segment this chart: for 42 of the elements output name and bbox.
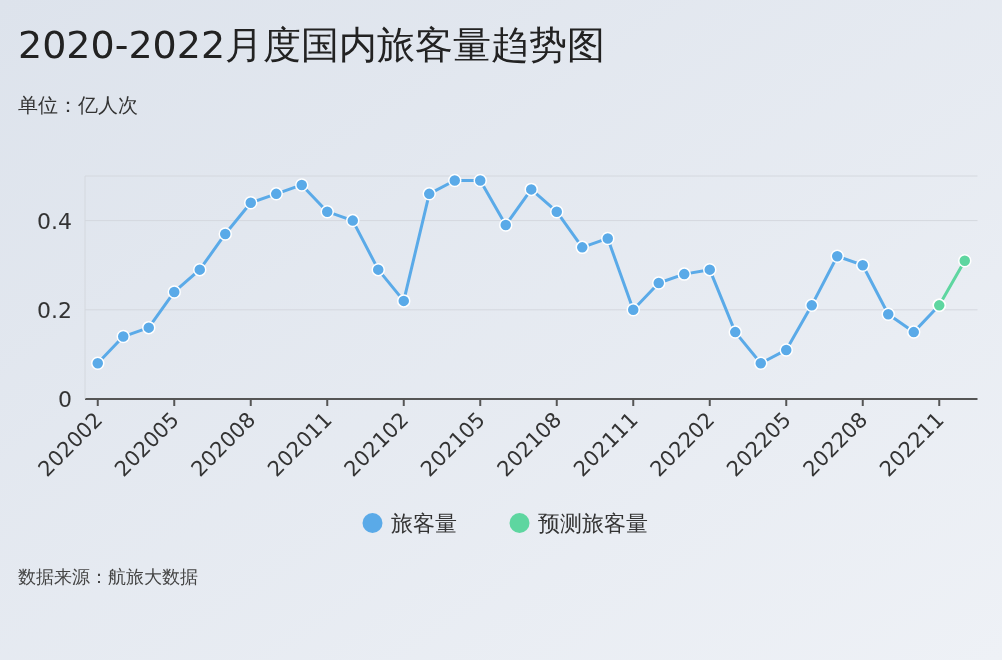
- point: [499, 218, 513, 232]
- point: [779, 343, 793, 357]
- point: [830, 249, 844, 264]
- point: [371, 262, 385, 277]
- point: [91, 356, 105, 371]
- point: [677, 267, 691, 281]
- point: [397, 294, 411, 308]
- source-note: 数据来源：航旅大数据: [18, 566, 198, 587]
- point: [524, 182, 538, 197]
- point: [422, 187, 436, 201]
- point: [142, 320, 156, 335]
- point: [575, 240, 589, 255]
- point: [473, 173, 487, 188]
- point: [320, 204, 334, 219]
- point: [193, 262, 207, 277]
- point: [856, 258, 870, 272]
- point: [754, 356, 768, 371]
- chart-title: 2020-2022月度国内旅客量趋势图: [18, 23, 606, 67]
- point: [907, 325, 921, 339]
- legend-label: 预测旅客量: [537, 511, 648, 536]
- point: [805, 298, 819, 313]
- point: [652, 276, 666, 290]
- point: [116, 329, 130, 344]
- chart-subtitle: 单位：亿人次: [18, 93, 138, 117]
- y-tick-label: 0.2: [37, 297, 72, 323]
- point: [626, 303, 640, 317]
- point: [448, 173, 462, 188]
- point: [550, 204, 564, 219]
- y-tick-label: 0.4: [37, 208, 72, 234]
- point: [601, 231, 615, 246]
- legend-label: 旅客量: [390, 511, 457, 536]
- point: [346, 213, 360, 228]
- point: [703, 262, 717, 277]
- point: [295, 178, 309, 192]
- y-tick-label: 0: [58, 387, 72, 412]
- point: [218, 227, 232, 241]
- point: [958, 253, 972, 268]
- point: [244, 196, 258, 210]
- point: [881, 307, 895, 322]
- point: [728, 325, 742, 339]
- point: [269, 187, 283, 201]
- point: [167, 285, 181, 299]
